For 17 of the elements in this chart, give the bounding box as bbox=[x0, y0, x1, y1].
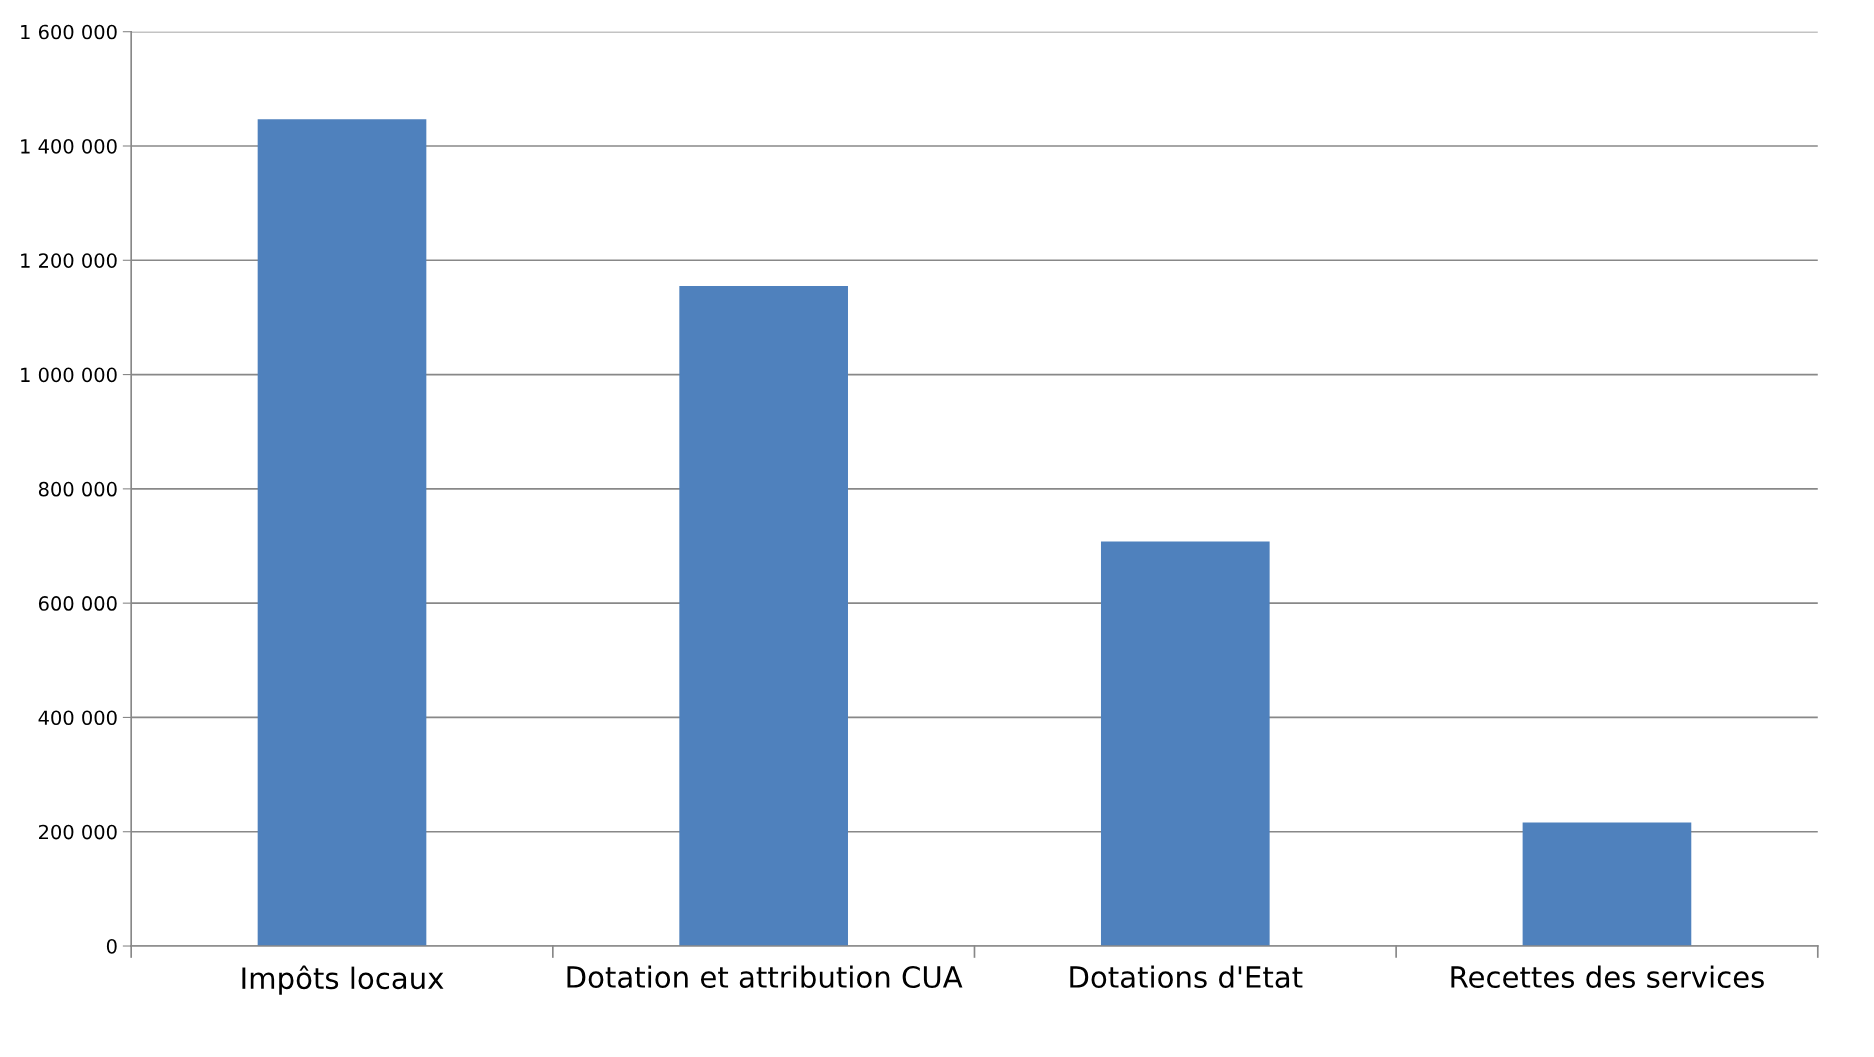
y-tick-label: 1 200 000 bbox=[21, 253, 117, 268]
x-tick-label: Impôts locaux bbox=[242, 965, 444, 995]
bar bbox=[257, 119, 427, 947]
bar bbox=[1100, 541, 1270, 947]
y-tick-label: 1 000 000 bbox=[21, 367, 117, 383]
y-tick-label: 0 bbox=[106, 938, 117, 954]
y-tick-label: 200 000 bbox=[39, 824, 117, 840]
y-tick-label: 800 000 bbox=[38, 481, 117, 497]
y-tick-label: 400 000 bbox=[38, 710, 117, 726]
x-tick-label: Recettes des services bbox=[1451, 965, 1764, 989]
x-tick-label: Dotation et attribution CUA bbox=[567, 965, 963, 989]
bar bbox=[1522, 822, 1692, 947]
y-tick-label: 1 600 000 bbox=[21, 24, 117, 40]
bar bbox=[679, 286, 848, 947]
y-tick-label: 1 400 000 bbox=[21, 138, 117, 154]
x-tick-label: Dotations d'Etat bbox=[1070, 965, 1303, 989]
y-tick-label: 600 000 bbox=[38, 596, 117, 611]
